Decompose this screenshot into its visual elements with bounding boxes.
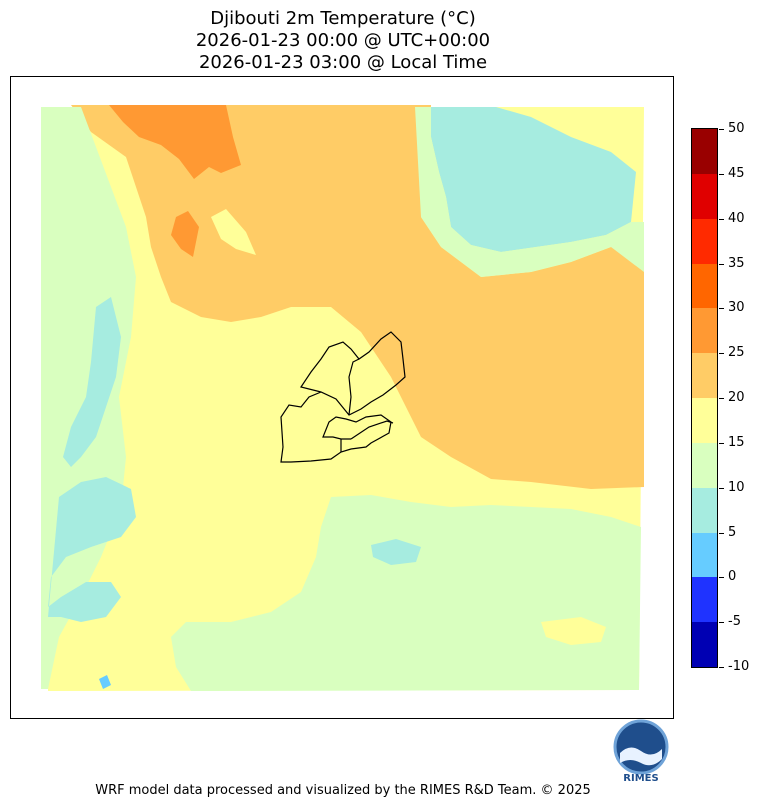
colorbar-tick [719, 442, 724, 444]
rimes-logo-graphic: RIMES [613, 719, 669, 784]
colorbar-tick-label: 15 [728, 434, 745, 450]
colorbar-bin [692, 577, 717, 623]
region-5-10-northeast [431, 107, 636, 252]
colorbar-tick-label: 20 [728, 390, 745, 405]
rimes-logo-text: RIMES [623, 773, 658, 784]
colorbar-tick [719, 218, 724, 220]
colorbar-bin [692, 487, 717, 533]
colorbar-tick [719, 129, 724, 130]
colorbar-tick-label: 0 [728, 569, 737, 585]
colorbar-tick [719, 532, 724, 534]
map-frame: RIMES [10, 76, 674, 784]
colorbar-tick-label: 25 [728, 345, 745, 361]
colorbar-tick-label: 35 [728, 255, 745, 271]
djibouti-border-north [300, 331, 406, 416]
map-title-line2: 2026-01-23 00:00 @ UTC+00:00 [195, 30, 491, 51]
map-title-line3: 2026-01-23 03:00 @ Local Time [198, 52, 488, 73]
colorbar-tick-label: 40 [728, 210, 745, 226]
colorbar-tick [719, 308, 724, 310]
colorbar-bin [692, 398, 717, 444]
region-0-5-spot [99, 675, 111, 689]
colorbar-tick-label: 50 [728, 121, 745, 136]
colorbar-bin [692, 532, 717, 578]
colorbar-bin [692, 308, 717, 354]
colorbar-bin [692, 442, 717, 489]
colorbar-tick [719, 398, 724, 399]
region-5-10-south [371, 539, 421, 565]
colorbar-tick-label: -5 [728, 614, 741, 630]
region-15-20-south [541, 617, 606, 645]
colorbar-tick [719, 622, 724, 624]
colorbar-bin [692, 353, 717, 399]
djibouti-border-interior2 [280, 391, 392, 463]
colorbar-tick-label: 30 [728, 300, 745, 316]
region-20-25-north [71, 105, 644, 489]
colorbar-bin [692, 173, 717, 220]
colorbar-tick-label: -10 [728, 659, 750, 674]
djibouti-border-south [340, 420, 394, 452]
colorbar-tick [719, 667, 724, 668]
colorbar-bin [692, 263, 717, 309]
colorbar-tick [719, 173, 724, 175]
colorbar-tick [719, 487, 724, 489]
region-5-10-west1 [63, 297, 121, 467]
temperature-map [41, 105, 644, 691]
djibouti-border-interior1 [348, 358, 360, 416]
region-25-30-north [109, 105, 241, 179]
colorbar-tick-label: 5 [728, 524, 737, 540]
map-title-line1: Djibouti 2m Temperature (°C) [210, 8, 476, 29]
colorbar-tick [719, 577, 724, 579]
colorbar-tick-label: 45 [728, 165, 745, 181]
colorbar [691, 128, 718, 668]
region-5-10-west2 [48, 477, 136, 622]
colorbar-tick-label: 10 [728, 479, 745, 495]
region-10-15-south [171, 495, 641, 691]
rimes-logo: RIMES [608, 719, 674, 785]
region-15-20-inner [211, 209, 256, 255]
region-25-30-small [171, 211, 199, 257]
colorbar-bin [692, 218, 717, 264]
colorbar-bin [692, 129, 717, 175]
colorbar-tick [719, 263, 724, 265]
colorbar-tick [719, 353, 724, 355]
colorbar-bin [692, 622, 717, 667]
footer-credit: WRF model data processed and visualized … [95, 783, 591, 798]
